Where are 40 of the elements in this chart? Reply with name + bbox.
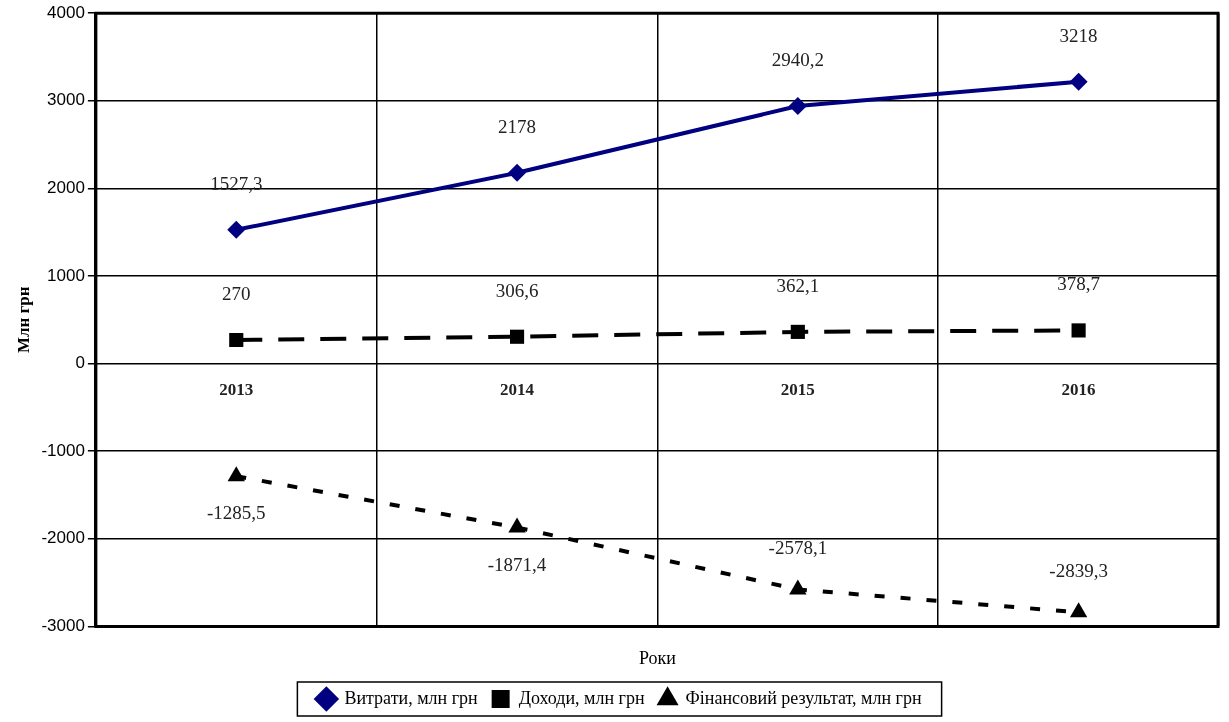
y-tick-label: -3000	[41, 616, 85, 636]
data-label: 3218	[1059, 24, 1098, 46]
y-axis-title: Млн грн	[13, 286, 33, 354]
data-label: 306,6	[495, 279, 539, 301]
legend-label: Витрати, млн грн	[344, 687, 479, 708]
data-label: -1285,5	[206, 502, 266, 524]
point	[1069, 602, 1088, 618]
x-tick-label: 2014	[500, 379, 535, 399]
data-label: -2578,1	[768, 537, 828, 559]
data-label: 378,7	[1057, 273, 1100, 295]
point	[508, 517, 526, 533]
point	[508, 163, 527, 182]
point	[227, 466, 245, 482]
data-label: -1871,4	[487, 553, 547, 575]
data-label: 270	[222, 282, 251, 304]
legend-label: Доходи, млн грн	[518, 687, 645, 708]
x-tick-label: 2015	[780, 379, 815, 399]
y-tick-label: -1000	[41, 440, 85, 460]
x-axis-title: Роки	[638, 647, 677, 668]
y-tick-label: 1000	[47, 265, 85, 285]
y-tick-label: 0	[75, 353, 85, 373]
point	[229, 332, 244, 348]
point	[227, 220, 246, 239]
data-label: 2940,2	[771, 49, 824, 71]
y-tick-label: 3000	[47, 90, 85, 110]
y-tick-label: 2000	[47, 178, 85, 198]
legend-label: Фінансовий результат, млн грн	[685, 687, 922, 708]
data-label: 2178	[498, 115, 537, 137]
y-tick-label: 4000	[47, 2, 85, 22]
data-label: 362,1	[776, 274, 820, 296]
x-tick-label: 2013	[219, 379, 254, 399]
data-label: -2839,3	[1049, 560, 1108, 582]
y-tick-label: -2000	[41, 528, 85, 548]
x-tick-label: 2016	[1061, 379, 1096, 399]
point	[789, 579, 807, 595]
point	[1071, 323, 1086, 338]
point	[788, 97, 807, 116]
point	[790, 324, 805, 339]
point	[509, 329, 525, 344]
point	[1069, 72, 1088, 91]
